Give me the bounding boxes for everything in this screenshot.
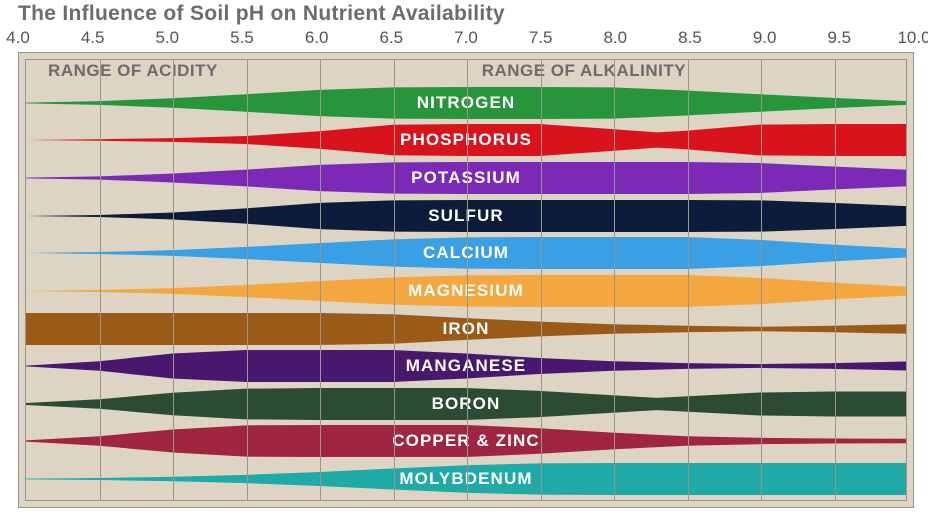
nutrient-row: PHOSPHORUS: [26, 124, 906, 156]
nutrient-row: MOLYBDENUM: [26, 463, 906, 495]
nutrient-row: POTASSIUM: [26, 162, 906, 194]
nutrient-row: COPPER & ZINC: [26, 425, 906, 457]
nutrient-row: NITROGEN: [26, 87, 906, 119]
gridline: [835, 60, 836, 500]
axis-tick-label: 8.5: [678, 28, 702, 48]
axis-tick-label: 7.0: [454, 28, 478, 48]
gridline: [614, 60, 615, 500]
axis-tick-label: 4.0: [6, 28, 30, 48]
gridline: [394, 60, 395, 500]
gridline: [100, 60, 101, 500]
gridline: [541, 60, 542, 500]
axis-tick-label: 5.5: [230, 28, 254, 48]
nutrient-label: POTASSIUM: [411, 168, 521, 188]
gridline: [467, 60, 468, 500]
nutrient-label: NITROGEN: [417, 93, 516, 113]
axis-tick-label: 9.5: [828, 28, 852, 48]
axis-tick-label: 6.0: [305, 28, 329, 48]
x-axis: 4.04.55.05.56.06.57.07.58.08.59.09.510.0: [18, 28, 922, 48]
gridline: [173, 60, 174, 500]
nutrient-row: MANGANESE: [26, 350, 906, 382]
gridline: [761, 60, 762, 500]
axis-tick-label: 8.0: [604, 28, 628, 48]
nutrient-row: SULFUR: [26, 200, 906, 232]
gridline: [247, 60, 248, 500]
nutrient-label: MANGANESE: [406, 356, 526, 376]
axis-tick-label: 4.5: [81, 28, 105, 48]
nutrient-row: MAGNESIUM: [26, 275, 906, 307]
nutrient-row: IRON: [26, 313, 906, 345]
plot-area: RANGE OF ACIDITY RANGE OF ALKALINITY NIT…: [18, 52, 914, 508]
nutrient-label: PHOSPHORUS: [400, 130, 532, 150]
axis-tick-label: 5.0: [156, 28, 180, 48]
axis-tick-label: 10.0: [897, 28, 928, 48]
nutrient-label: SULFUR: [428, 206, 504, 226]
axis-tick-label: 6.5: [380, 28, 404, 48]
axis-tick-label: 9.0: [753, 28, 777, 48]
nutrient-label: CALCIUM: [423, 243, 509, 263]
nutrient-label: MAGNESIUM: [408, 281, 524, 301]
plot-inner: RANGE OF ACIDITY RANGE OF ALKALINITY NIT…: [25, 59, 907, 501]
nutrient-label: IRON: [443, 319, 490, 339]
nutrient-row: BORON: [26, 388, 906, 420]
range-acidity-label: RANGE OF ACIDITY: [48, 61, 218, 81]
gridline: [688, 60, 689, 500]
nutrient-row: CALCIUM: [26, 237, 906, 269]
nutrient-label: MOLYBDENUM: [399, 469, 532, 489]
chart-container: The Influence of Soil pH on Nutrient Ava…: [0, 0, 928, 514]
range-alkalinity-label: RANGE OF ALKALINITY: [482, 61, 686, 81]
axis-tick-label: 7.5: [529, 28, 553, 48]
nutrient-rows: NITROGEN PHOSPHORUS POTASSIUM SULFUR CALCIUM…: [26, 84, 906, 498]
chart-title: The Influence of Soil pH on Nutrient Ava…: [18, 2, 505, 26]
nutrient-label: COPPER & ZINC: [392, 431, 539, 451]
nutrient-label: BORON: [432, 394, 501, 414]
gridline: [320, 60, 321, 500]
